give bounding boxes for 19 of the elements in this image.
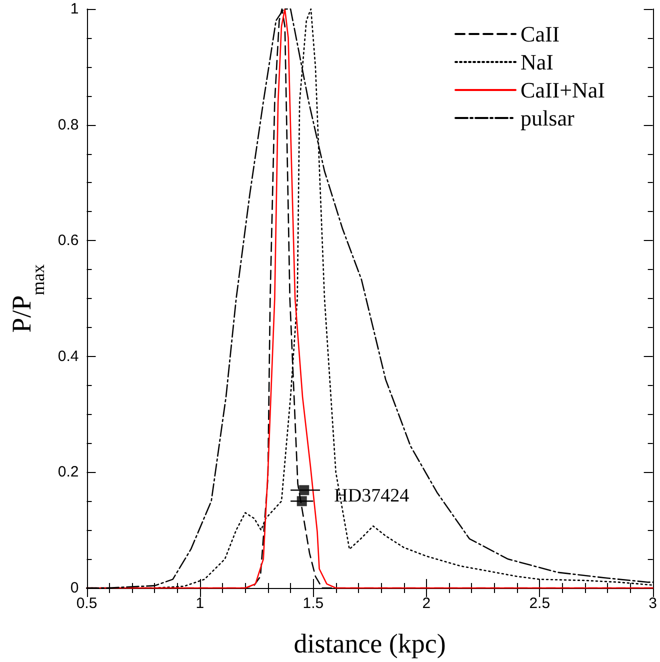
y-axis-title: P/Pmax <box>6 264 48 333</box>
legend-label: pulsar <box>520 106 575 130</box>
x-tick-label: 0.5 <box>76 595 98 612</box>
x-tick-label: 2 <box>422 595 431 612</box>
y-tick-label: 1 <box>70 0 79 18</box>
x-axis-title: distance (kpc) <box>294 628 446 658</box>
x-tick-label: 3 <box>648 595 657 612</box>
y-tick-label: 0.4 <box>58 348 79 365</box>
x-tick-label: 1 <box>196 595 204 612</box>
y-tick-label: 0.2 <box>58 464 79 481</box>
legend-label: CaII+NaI <box>520 78 606 102</box>
y-tick-label: 0.8 <box>58 116 79 134</box>
y-tick-label: 0.6 <box>58 232 79 250</box>
annotation: HD37424 <box>334 486 410 507</box>
y-tick-label: 0 <box>70 580 79 596</box>
x-tick-label: 1.5 <box>302 595 324 612</box>
x-tick-label: 2.5 <box>529 595 550 612</box>
legend-label: NaI <box>520 50 554 74</box>
legend-label: CaII <box>520 22 560 46</box>
